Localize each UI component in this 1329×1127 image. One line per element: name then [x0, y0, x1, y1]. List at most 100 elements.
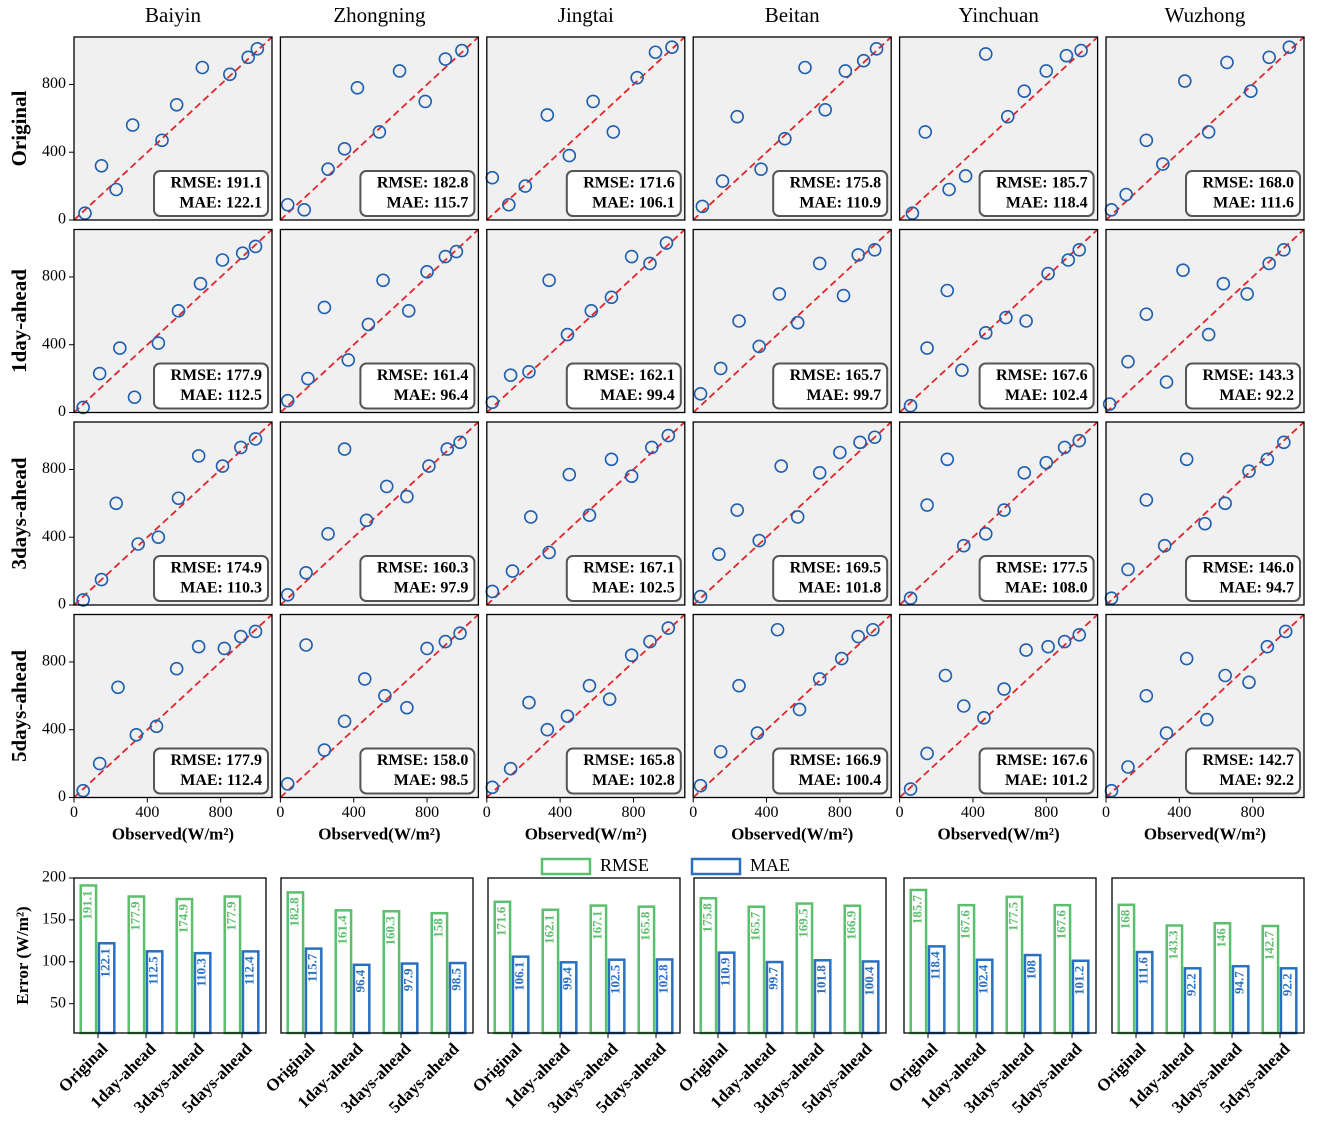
- metric-text: RMSE: 167.1: [583, 560, 675, 577]
- point: [438, 634, 453, 649]
- bar-value-label: 174.9: [175, 904, 190, 934]
- x-tick-label: 0: [70, 804, 78, 821]
- point: [730, 109, 745, 124]
- point: [1278, 624, 1293, 639]
- metric-text: MAE: 115.7: [387, 195, 469, 212]
- point: [1072, 243, 1087, 257]
- point: [1159, 726, 1174, 740]
- metric-box: [978, 170, 1095, 217]
- point: [76, 400, 90, 415]
- identity-line: [73, 36, 273, 221]
- point: [604, 290, 619, 305]
- point: [866, 622, 880, 637]
- point: [1242, 464, 1256, 478]
- frame: [73, 36, 273, 221]
- y-tick-label: 0: [58, 403, 66, 420]
- point: [280, 777, 295, 791]
- point: [770, 622, 785, 637]
- point: [438, 52, 453, 66]
- point: [774, 459, 789, 473]
- metric-text: MAE: 101.8: [799, 580, 882, 597]
- identity-line: [692, 613, 892, 799]
- metric-text: MAE: 108.0: [1005, 580, 1088, 597]
- metric-text: MAE: 99.7: [807, 387, 882, 404]
- identity-line: [73, 228, 273, 414]
- frame: [1105, 228, 1305, 414]
- point: [357, 672, 372, 686]
- point: [92, 756, 107, 771]
- point: [1074, 43, 1088, 58]
- point: [94, 572, 109, 587]
- metric-text: RMSE: 182.8: [377, 175, 469, 192]
- metric-text: MAE: 111.6: [1213, 195, 1294, 212]
- frame: [486, 36, 686, 221]
- metric-text: MAE: 102.8: [592, 772, 675, 789]
- frame: [279, 421, 480, 606]
- bar-value-label: 177.5: [1005, 901, 1020, 931]
- point: [956, 538, 971, 553]
- metric-text: MAE: 106.1: [592, 195, 675, 212]
- x-tick-label: 800: [828, 804, 852, 821]
- metric-box: [772, 747, 889, 795]
- metric-text: MAE: 100.4: [799, 772, 882, 789]
- metric-text: RMSE: 143.3: [1202, 367, 1294, 384]
- metric-text: RMSE: 185.7: [996, 175, 1088, 192]
- point: [730, 503, 745, 517]
- bar-value-label: 146: [1213, 928, 1228, 948]
- point: [129, 728, 144, 742]
- point: [250, 42, 265, 56]
- point: [754, 162, 768, 176]
- point: [350, 81, 365, 95]
- bar-value-label: 111.6: [1136, 957, 1151, 985]
- point: [248, 624, 263, 639]
- point: [248, 239, 263, 254]
- point: [834, 651, 849, 666]
- metric-text: RMSE: 165.8: [583, 752, 675, 769]
- bar-value-label: 102.8: [656, 964, 671, 994]
- bar-value-label: 166.9: [843, 910, 858, 940]
- x-tick-label: 800: [621, 804, 645, 821]
- metric-box: [153, 362, 269, 410]
- point: [659, 236, 674, 250]
- bar-value-label: 101.2: [1072, 966, 1087, 995]
- point: [1179, 651, 1194, 666]
- point: [1139, 689, 1154, 703]
- point: [76, 783, 90, 798]
- bar-value-label: 106.1: [512, 962, 527, 991]
- frame: [73, 228, 273, 414]
- point: [94, 158, 109, 173]
- bar-value-label: 171.6: [493, 906, 508, 936]
- point: [191, 449, 206, 463]
- point: [851, 248, 866, 262]
- point: [977, 711, 991, 725]
- point: [321, 527, 335, 541]
- point: [938, 668, 953, 683]
- y-tick-label: 150: [42, 911, 66, 928]
- column-title: Jingtai: [558, 3, 614, 27]
- point: [1178, 74, 1192, 88]
- bar-value-label: 102.4: [976, 964, 991, 994]
- point: [1041, 639, 1055, 654]
- frame: [898, 36, 1099, 221]
- point: [869, 42, 884, 56]
- point: [956, 699, 971, 713]
- point: [78, 206, 92, 221]
- metric-box: [978, 747, 1095, 795]
- point: [1218, 668, 1232, 683]
- point: [604, 452, 619, 467]
- bar-value-label: 168: [1117, 909, 1132, 929]
- point: [836, 288, 851, 303]
- bar-value-label: 110.3: [194, 958, 209, 987]
- point: [833, 445, 847, 460]
- frame: [898, 421, 1099, 606]
- x-tick-label: 400: [755, 804, 779, 821]
- bar-value-label: 165.8: [637, 911, 652, 941]
- point: [317, 743, 332, 757]
- frame: [693, 877, 887, 1034]
- metric-box: [1185, 555, 1301, 602]
- bar-value-label: 191.1: [79, 890, 94, 919]
- point: [792, 702, 807, 717]
- point: [606, 125, 621, 139]
- identity-line: [279, 613, 480, 799]
- point: [853, 435, 867, 450]
